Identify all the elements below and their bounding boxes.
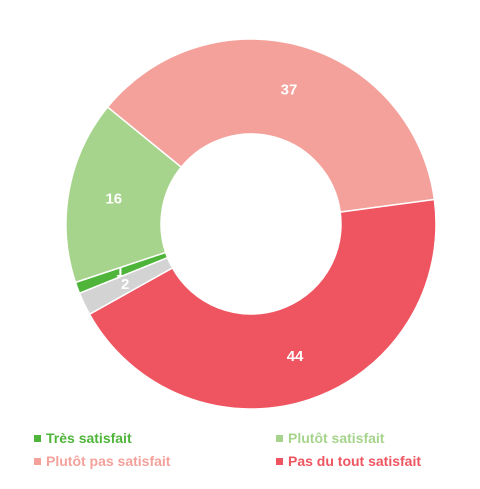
slice-pas-du-tout-satisfait[interactable] [88,198,437,410]
legend-label: Pas du tout satisfait [288,453,422,469]
legend-swatch [34,457,41,465]
slice-plutot-satisfait[interactable] [65,106,183,284]
data-label-plutot-satisfait: 16 [105,190,122,207]
legend-item-pas-du-tout-satisfait[interactable]: Pas du tout satisfait [276,453,421,469]
data-label-tres-satisfait: 1 [116,264,124,281]
chart-legend: Très satisfait Plutôt satisfait Plutôt p… [0,426,480,476]
data-label-autre: 2 [121,276,129,293]
legend-swatch [34,434,41,442]
data-label-pas-du-tout-satisfait: 44 [287,348,304,365]
legend-item-plutot-pas-satisfait[interactable]: Plutôt pas satisfait [34,453,170,469]
legend-label: Très satisfait [46,430,132,446]
slice-autre[interactable] [78,256,174,316]
legend-label: Plutôt satisfait [288,430,385,446]
donut-chart: 1 16 37 44 2 [65,38,437,410]
slice-plutot-pas-satisfait[interactable] [106,38,436,213]
data-label-plutot-pas-satisfait: 37 [281,81,298,98]
legend-label: Plutôt pas satisfait [46,453,171,469]
legend-item-tres-satisfait[interactable]: Très satisfait [34,430,132,446]
legend-swatch [276,434,283,442]
legend-swatch [276,457,283,465]
legend-item-plutot-satisfait[interactable]: Plutôt satisfait [276,430,384,446]
